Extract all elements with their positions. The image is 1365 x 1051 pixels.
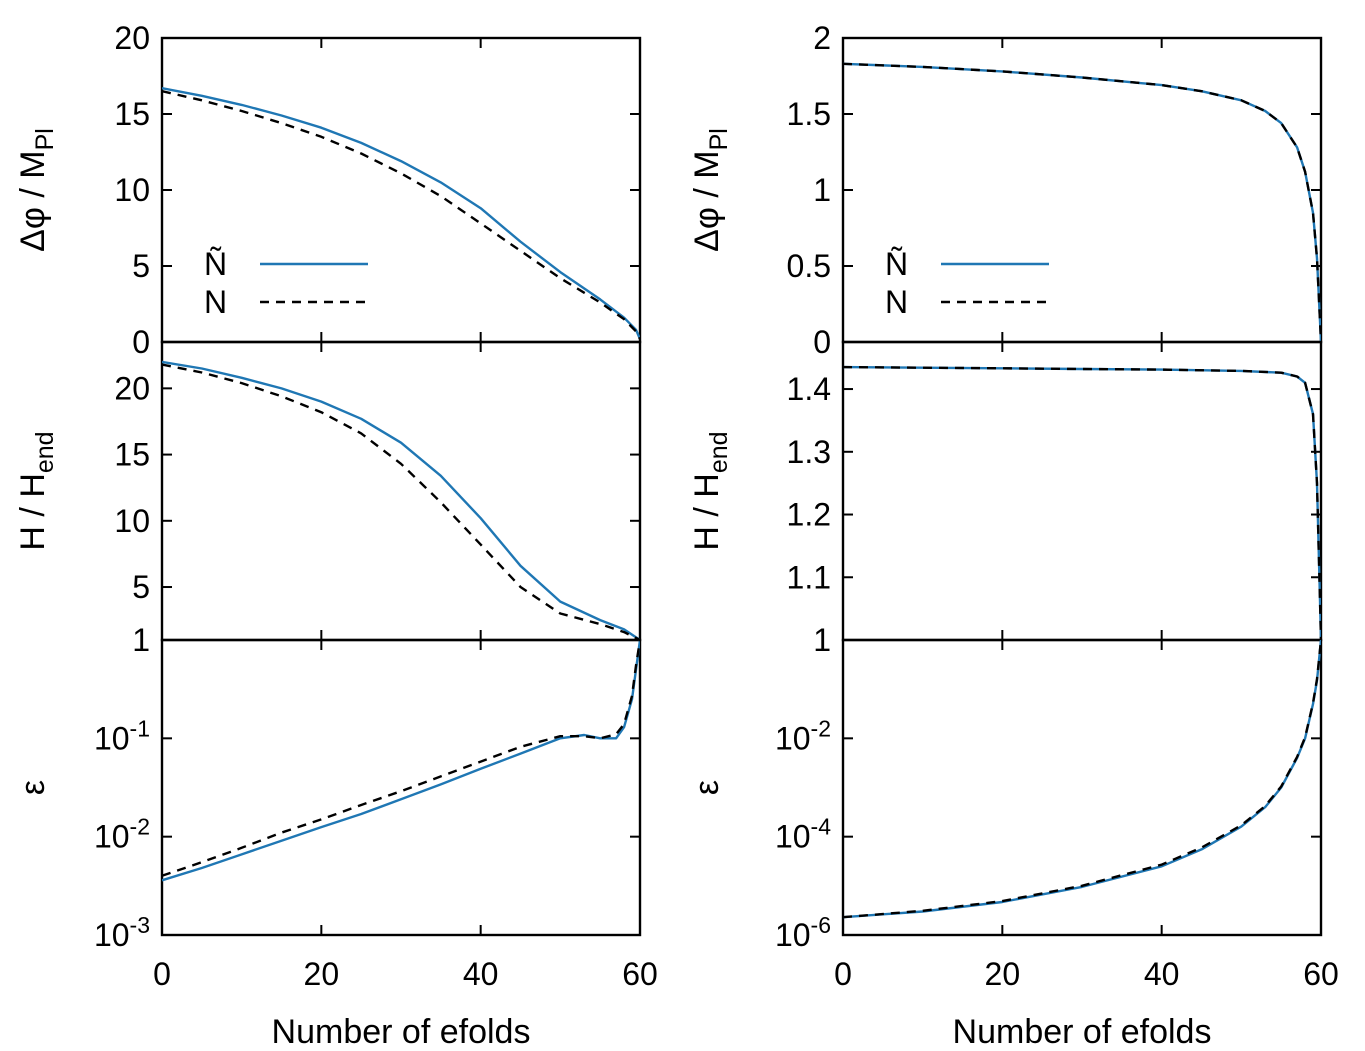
y-tick-label: 1 (813, 172, 831, 208)
y-tick-exponent: -4 (811, 814, 832, 840)
plot-frame (841, 36, 1323, 344)
series-line-n-dashed (162, 640, 640, 877)
y-tick-label: 0 (813, 324, 831, 360)
plot-frame (841, 638, 1323, 937)
series-line-n-dashed (843, 62, 1321, 342)
x-tick-label: 40 (463, 956, 499, 992)
y-tick-label: 1 (132, 622, 150, 658)
y-tick-label: 1.2 (787, 497, 831, 533)
y-axis-label-subscript: end (705, 431, 733, 473)
plot-frame (160, 36, 642, 344)
y-tick-label: 1 (813, 622, 831, 658)
y-axis-label: H / Hend (14, 431, 59, 550)
y-axis-label-subscript: Pl (31, 128, 59, 150)
y-axis-label-main: ε (688, 780, 726, 795)
y-tick-label: 15 (114, 96, 150, 132)
x-tick-label: 0 (153, 956, 171, 992)
series-line-n-dashed (162, 363, 640, 640)
y-tick-label: 15 (114, 437, 150, 473)
series-line-n-tilde-solid (843, 640, 1321, 919)
series-line-n-dashed (843, 640, 1321, 919)
panel-right-middle: 1 1.1 1.2 1.3 1.4 H / Hend (688, 340, 1323, 658)
y-tick-label: 10-1 (94, 715, 150, 756)
y-tick-base: 10 (775, 720, 811, 756)
y-tick-base: 10 (94, 819, 130, 855)
y-tick-label: 1.3 (787, 434, 831, 470)
series-line-n-dashed (162, 90, 640, 340)
y-tick-label: 20 (114, 20, 150, 56)
legend-label: Ñ (885, 246, 908, 282)
y-tick-base: 10 (775, 819, 811, 855)
plot-frame (841, 340, 1323, 642)
y-axis-label: ε (14, 780, 52, 795)
y-tick-label: 20 (114, 370, 150, 406)
x-tick-label: 60 (622, 956, 658, 992)
y-tick-exponent: -1 (130, 715, 150, 741)
series-line-n-tilde-solid (843, 62, 1321, 342)
legend-label: Ñ (204, 246, 227, 282)
y-tick-label: 10-3 (94, 912, 150, 953)
y-tick-label: 10 (114, 172, 150, 208)
y-tick-label: 1.1 (787, 559, 831, 595)
y-tick-base: 10 (94, 917, 130, 953)
y-tick-exponent: -2 (130, 814, 150, 840)
plot-frame (160, 638, 642, 937)
y-axis-label: ε (688, 780, 726, 795)
series-line-n-dashed (843, 365, 1321, 640)
legend-label: N (885, 284, 908, 320)
x-axis-label: Number of efolds (272, 1013, 531, 1051)
y-axis-label: Δφ / MPl (688, 128, 733, 252)
x-tick-label: 20 (304, 956, 340, 992)
x-tick-label: 20 (985, 956, 1021, 992)
panel-right-top: 0 0.5 1 1.5 2 Δφ / MPl ÑN (688, 20, 1323, 360)
y-tick-exponent: -3 (130, 912, 150, 938)
y-axis-label-main: ε (14, 780, 52, 795)
x-tick-label: 0 (834, 956, 852, 992)
y-axis-label-main: Δφ / M (14, 150, 52, 251)
x-tick-label: 60 (1303, 956, 1339, 992)
y-axis-label-main: H / H (688, 473, 726, 550)
y-tick-label: 0 (132, 324, 150, 360)
y-tick-base: 10 (775, 917, 811, 953)
y-tick-base: 10 (94, 720, 130, 756)
y-tick-label: 10 (114, 503, 150, 539)
y-tick-label: 1.5 (787, 96, 831, 132)
legend-label: N (204, 284, 227, 320)
y-tick-label: 5 (132, 248, 150, 284)
panel-left-top: 0 5 10 15 20 Δφ / MPl ÑN (14, 20, 642, 360)
y-tick-exponent: -2 (811, 715, 831, 741)
y-tick-exponent: -6 (811, 912, 831, 938)
y-axis-label-main: H / H (14, 473, 52, 550)
y-tick-label: 1.4 (787, 371, 831, 407)
plot-frame (160, 340, 642, 642)
y-axis-label-main: Δφ / M (688, 150, 726, 251)
series-line-n-tilde-solid (162, 87, 640, 340)
series-line-n-tilde-solid (162, 640, 640, 882)
y-tick-label: 5 (132, 569, 150, 605)
y-tick-label: 0.5 (787, 248, 831, 284)
y-tick-label: 10-4 (775, 814, 831, 855)
y-tick-label: 2 (813, 20, 831, 56)
y-tick-label: 10-2 (94, 814, 150, 855)
y-axis-label-subscript: end (31, 431, 59, 473)
y-axis-label: H / Hend (688, 431, 733, 550)
y-tick-label: 10-6 (775, 912, 831, 953)
y-axis-label-subscript: Pl (705, 128, 733, 150)
series-line-n-tilde-solid (162, 360, 640, 640)
x-axis-label: Number of efolds (953, 1013, 1212, 1051)
y-tick-label: 10-2 (775, 715, 831, 756)
series-line-n-tilde-solid (843, 365, 1321, 640)
x-tick-label: 40 (1144, 956, 1180, 992)
y-axis-label: Δφ / MPl (14, 128, 59, 252)
